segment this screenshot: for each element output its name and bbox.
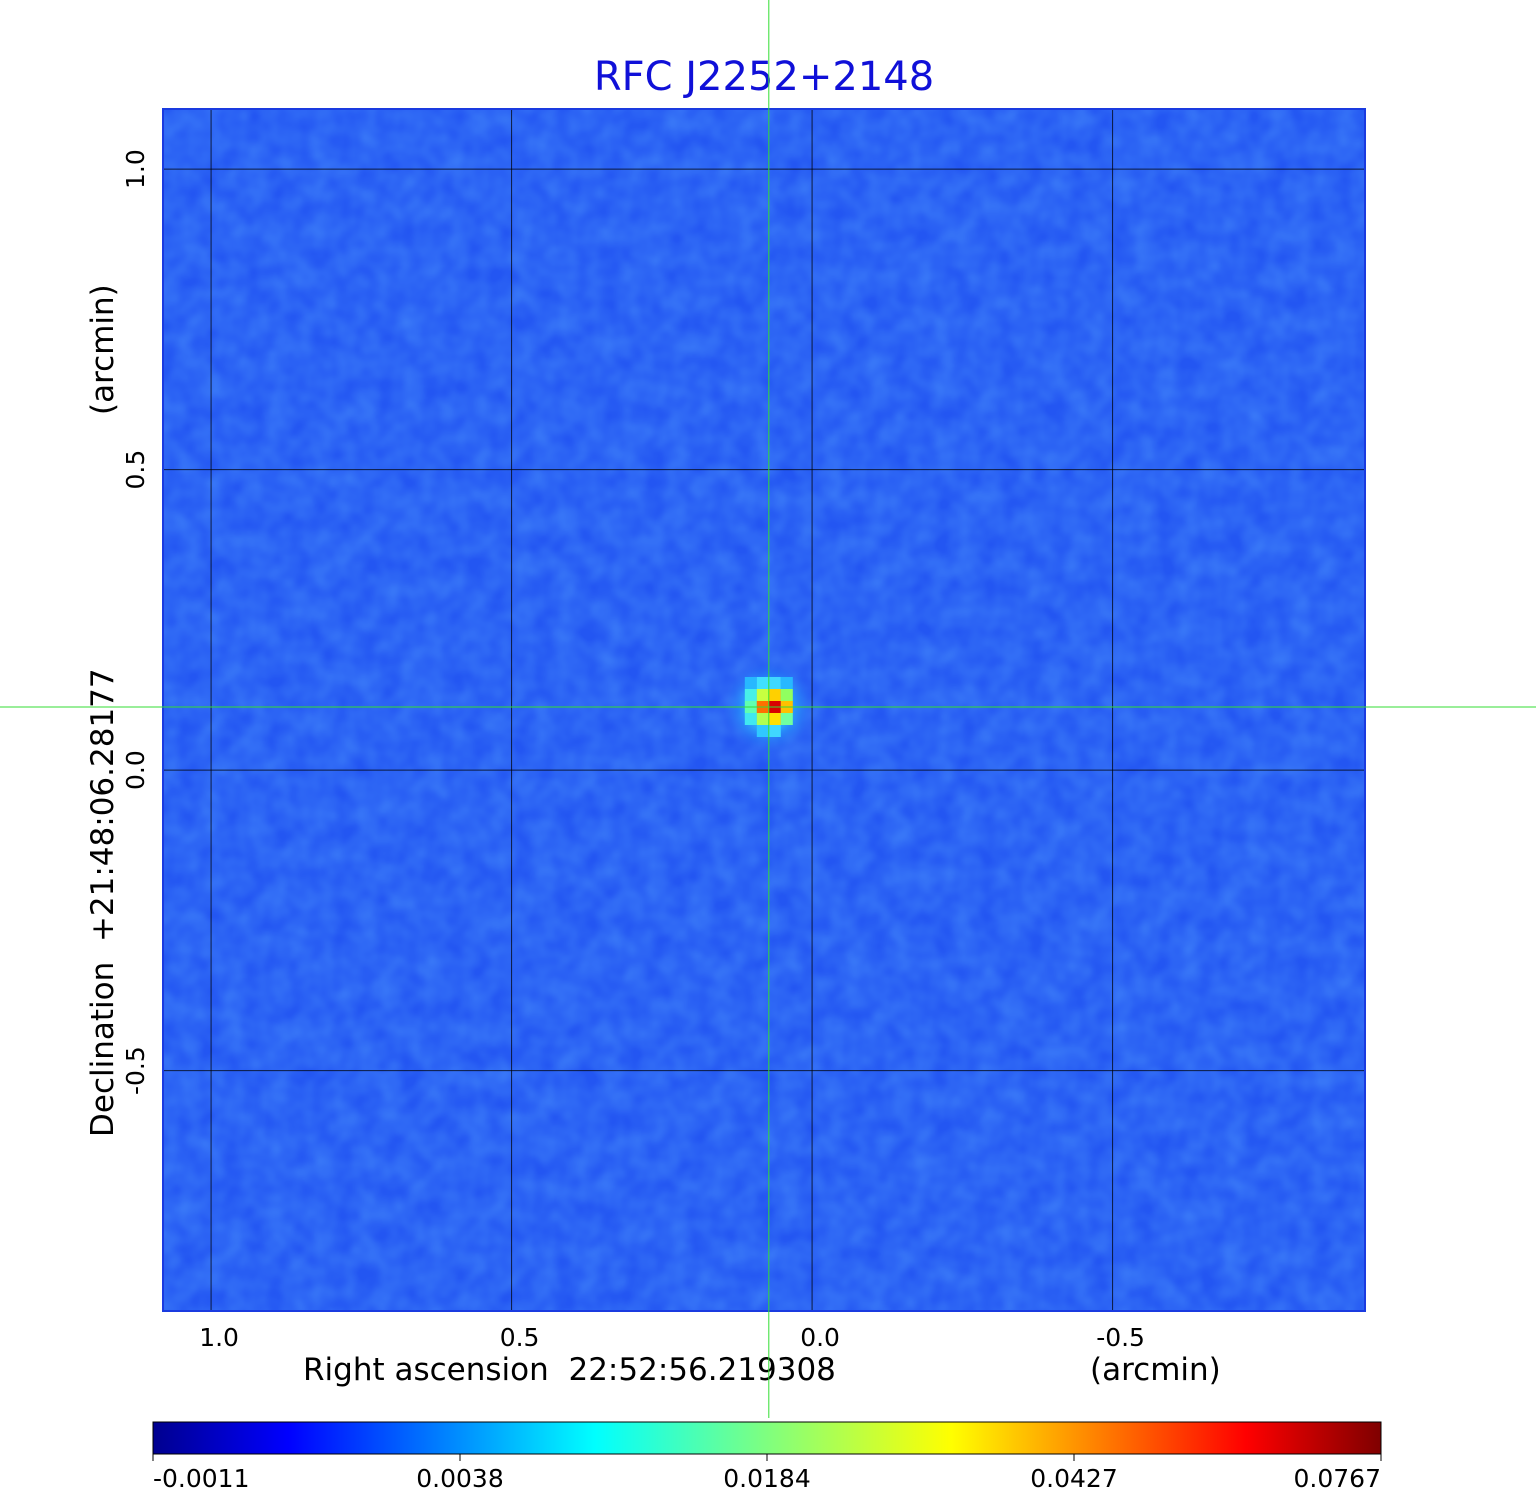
source-pixel	[756, 724, 769, 737]
crosshair	[0, 0, 1536, 1418]
colorbar-tick-label: 0.0184	[723, 1464, 810, 1493]
source-pixel	[768, 712, 781, 725]
y-tick-label: -0.5	[121, 1046, 150, 1095]
x-tick-label: 0.0	[800, 1323, 840, 1352]
y-tick-label: 0.0	[121, 750, 150, 790]
y-tick-label: 1.0	[121, 149, 150, 189]
colorbar-tick-labels: -0.0011 0.0038 0.0184 0.0427 0.0767	[152, 1454, 1382, 1493]
x-tick-label: 0.5	[500, 1323, 540, 1352]
source-pixel	[744, 712, 757, 725]
colorbar-tick-label: 0.0427	[1030, 1464, 1117, 1493]
y-axis-unit: (arcmin)	[85, 284, 121, 415]
chart-title: RFC J2252+2148	[594, 54, 934, 100]
colorbar	[152, 1421, 1382, 1455]
source-pixel	[744, 676, 757, 689]
source-pixel	[768, 676, 781, 689]
source-pixel	[768, 688, 781, 701]
x-axis-label: Right ascension 22:52:56.219308	[303, 1352, 836, 1388]
x-tick-label: -0.5	[1096, 1323, 1145, 1352]
source-pixel	[780, 688, 793, 701]
colorbar-tick-label: 0.0767	[1294, 1464, 1381, 1493]
x-tick-labels: 1.0 0.5 0.0 -0.5	[199, 1323, 1145, 1352]
source-pixel	[756, 688, 769, 701]
image-frame	[162, 108, 1366, 1312]
colorbar-tick-label: 0.0038	[416, 1464, 503, 1493]
y-tick-labels: 1.0 0.5 0.0 -0.5	[121, 149, 150, 1095]
source-pixel	[756, 676, 769, 689]
y-axis-label: Declination +21:48:06.28177	[85, 668, 121, 1137]
source-pixel	[768, 724, 781, 737]
x-axis-unit: (arcmin)	[1090, 1352, 1221, 1388]
source-pixel	[744, 688, 757, 701]
x-tick-label: 1.0	[199, 1323, 239, 1352]
source-pixel	[780, 712, 793, 725]
colorbar-tick-label: -0.0011	[153, 1464, 250, 1493]
source-pixel	[780, 676, 793, 689]
grid-lines	[163, 109, 1365, 1311]
source-pixel	[756, 712, 769, 725]
y-tick-label: 0.5	[121, 450, 150, 490]
image-panel	[163, 109, 1365, 1311]
